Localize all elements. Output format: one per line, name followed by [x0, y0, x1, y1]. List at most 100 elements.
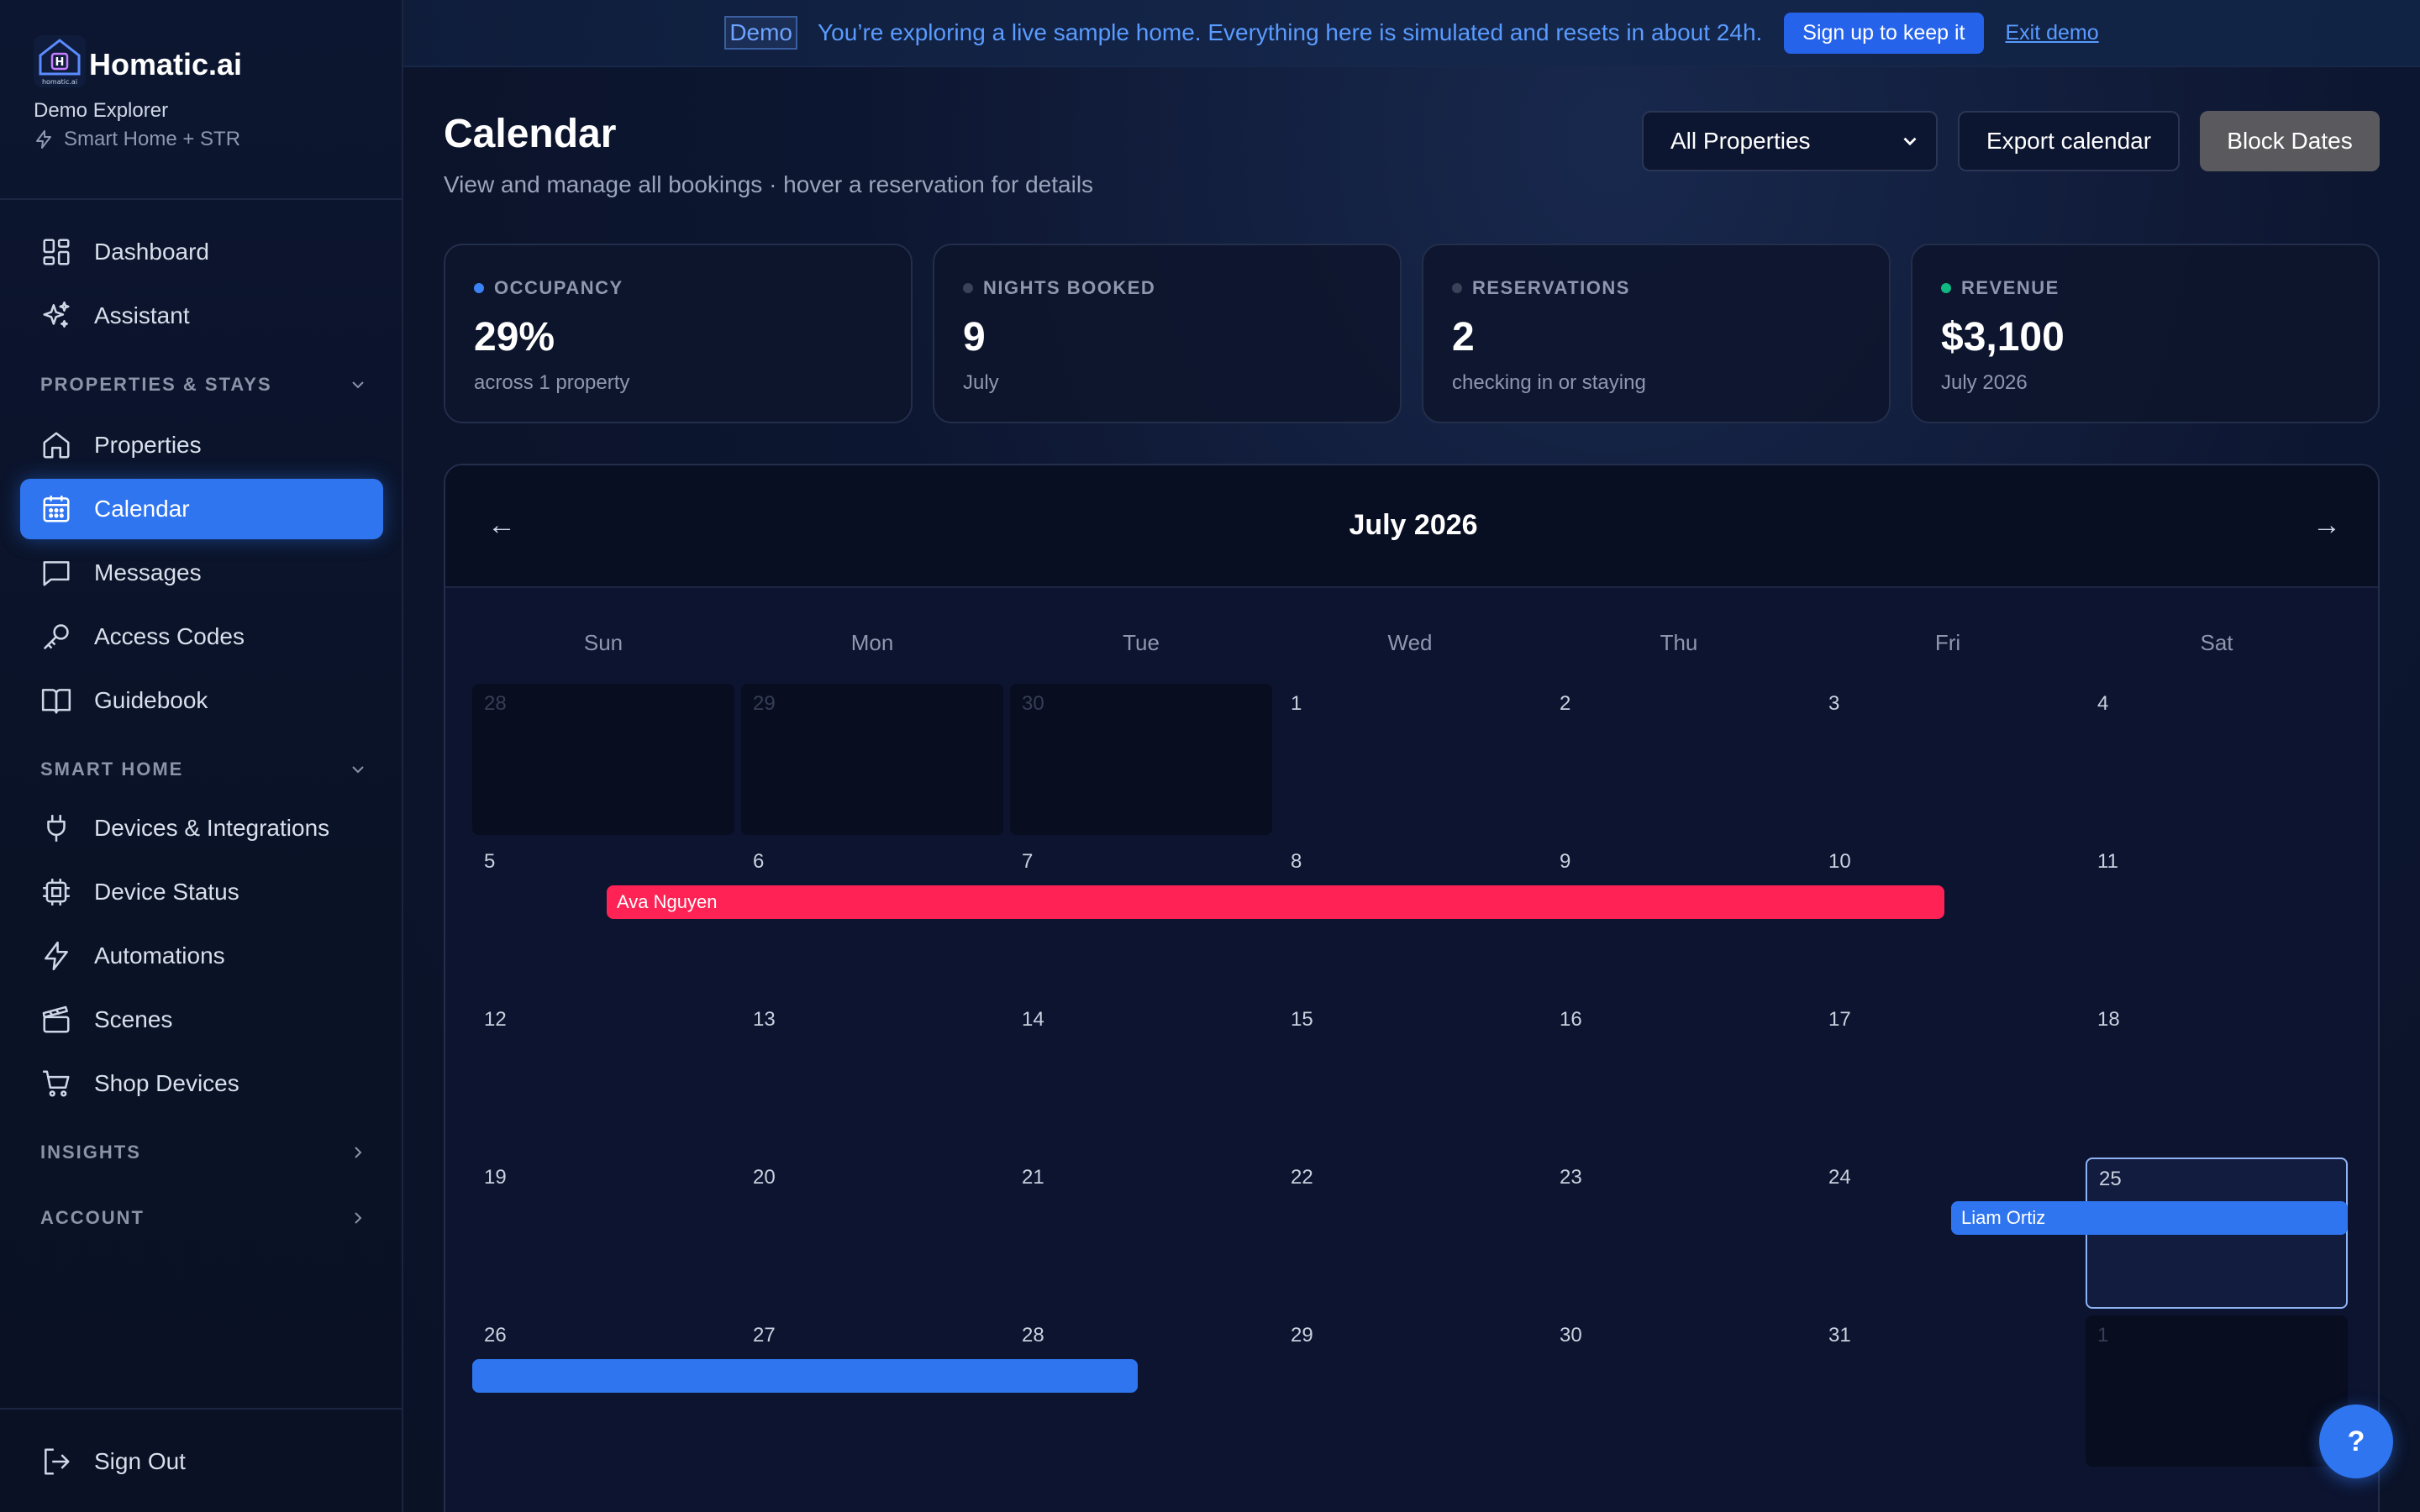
- calendar-day-cell[interactable]: 29: [1279, 1315, 1541, 1467]
- help-button[interactable]: ?: [2319, 1404, 2393, 1478]
- calendar-day-cell[interactable]: 16: [1548, 1000, 1810, 1151]
- day-number: 7: [1022, 850, 1034, 873]
- nav-label: Assistant: [94, 302, 190, 328]
- calendar-day-cell[interactable]: 13: [741, 1000, 1003, 1151]
- section-properties-stays[interactable]: PROPERTIES & STAYS: [40, 368, 368, 402]
- day-number: 8: [1291, 850, 1302, 873]
- weekday-label: Fri: [1934, 630, 1961, 655]
- section-account[interactable]: ACCOUNT: [40, 1201, 368, 1235]
- nav-item-device-status[interactable]: Device Status: [20, 862, 383, 922]
- sign-up-button[interactable]: Sign up to keep it: [1784, 12, 1984, 54]
- next-month-button[interactable]: →: [2312, 509, 2341, 541]
- nav-item-properties[interactable]: Properties: [20, 415, 383, 475]
- chevron-right-icon: [355, 1147, 362, 1158]
- block-dates-button[interactable]: Block Dates: [2200, 111, 2380, 171]
- calendar-day-cell[interactable]: 18: [2086, 1000, 2348, 1151]
- calendar-day-cell[interactable]: 1: [2086, 1315, 2348, 1467]
- calendar-day-cell[interactable]: 3: [1817, 684, 2079, 835]
- stat-label-text: RESERVATIONS: [1472, 277, 1630, 298]
- calendar-panel: ← July 2026 → Sun Mon Tue Wed Thu Fri Sat 28 29 3…: [444, 464, 2380, 1512]
- section-insights[interactable]: INSIGHTS: [40, 1136, 368, 1169]
- calendar-day-cell[interactable]: 4: [2086, 684, 2348, 835]
- stat-value: 29%: [474, 315, 555, 360]
- calendar-day-cell[interactable]: 1: [1279, 684, 1541, 835]
- calendar-day-cell[interactable]: 14: [1010, 1000, 1272, 1151]
- calendar-day-cell[interactable]: 28: [472, 684, 734, 835]
- reservation-bar[interactable]: [472, 1359, 1138, 1393]
- brand-logo: H homatic.ai: [34, 35, 86, 87]
- sparkles-icon: [43, 301, 70, 328]
- month-label: July 2026: [1349, 509, 1478, 541]
- chevron-right-icon: [355, 1212, 362, 1224]
- nav-label: Dashboard: [94, 239, 209, 265]
- chevron-down-icon: [1903, 137, 1917, 146]
- day-number: 29: [1291, 1324, 1313, 1347]
- export-calendar-button[interactable]: Export calendar: [1958, 111, 2180, 171]
- page-title: Calendar: [444, 112, 617, 156]
- calendar-day-cell[interactable]: 30: [1010, 684, 1272, 835]
- demo-banner: Demo You’re exploring a live sample home…: [403, 0, 2420, 67]
- calendar-day-cell[interactable]: 20: [741, 1158, 1003, 1309]
- stat-value: $3,100: [1941, 315, 2065, 360]
- calendar-day-cell[interactable]: 23: [1548, 1158, 1810, 1309]
- day-number: 30: [1022, 692, 1044, 715]
- reservation-bar[interactable]: Liam Ortiz: [1951, 1201, 2348, 1235]
- section-smart-home[interactable]: SMART HOME: [40, 753, 368, 786]
- mode-label: Smart Home + STR: [34, 128, 240, 151]
- sign-out-button[interactable]: Sign Out: [20, 1431, 383, 1492]
- calendar-day-cell[interactable]: 15: [1279, 1000, 1541, 1151]
- nav-item-messages[interactable]: Messages: [20, 543, 383, 603]
- nav-label: Guidebook: [94, 687, 208, 713]
- stat-note: across 1 property: [474, 371, 630, 394]
- prev-month-button[interactable]: ←: [487, 509, 516, 541]
- day-number: 3: [1828, 692, 1840, 715]
- calendar-day-cell[interactable]: 17: [1817, 1000, 2079, 1151]
- brand[interactable]: H homatic.ai Homatic.ai: [34, 35, 242, 87]
- main-content: Calendar View and manage all bookings · …: [403, 67, 2420, 1512]
- calendar-day-cell[interactable]: 30: [1548, 1315, 1810, 1467]
- calendar-day-cell[interactable]: 19: [472, 1158, 734, 1309]
- day-number: 9: [1560, 850, 1571, 873]
- bolt-icon: [36, 130, 51, 149]
- day-number: 20: [753, 1166, 776, 1189]
- calendar-day-cell[interactable]: 12: [472, 1000, 734, 1151]
- stat-card-reservations: RESERVATIONS 2 checking in or staying: [1422, 244, 1891, 423]
- day-number: 28: [1022, 1324, 1044, 1347]
- nav-item-guidebook[interactable]: Guidebook: [20, 670, 383, 731]
- nav-item-calendar[interactable]: Calendar: [20, 479, 383, 539]
- calendar-day-cell[interactable]: 11: [2086, 842, 2348, 993]
- reservation-bar[interactable]: Ava Nguyen: [607, 885, 1944, 919]
- property-filter-select[interactable]: All Properties: [1642, 111, 1938, 171]
- day-number: 6: [753, 850, 765, 873]
- user-label: Demo Explorer: [34, 99, 169, 122]
- nav-item-shop-devices[interactable]: Shop Devices: [20, 1053, 383, 1114]
- calendar-day-cell[interactable]: 29: [741, 684, 1003, 835]
- day-number: 25: [2099, 1168, 2122, 1190]
- nav-item-assistant[interactable]: Assistant: [20, 286, 383, 346]
- nav-item-dashboard[interactable]: Dashboard: [20, 222, 383, 282]
- key-icon: [43, 624, 69, 650]
- nav-item-automations[interactable]: Automations: [20, 926, 383, 986]
- calendar-day-cell[interactable]: 21: [1010, 1158, 1272, 1309]
- stat-label-text: REVENUE: [1961, 277, 2060, 298]
- nav-label: Access Codes: [94, 623, 245, 649]
- home-icon: [43, 432, 70, 459]
- day-number: 4: [2097, 692, 2109, 715]
- calendar-day-cell[interactable]: 31: [1817, 1315, 2079, 1467]
- nav-item-scenes[interactable]: Scenes: [20, 990, 383, 1050]
- banner-text: You’re exploring a live sample home. Eve…: [818, 19, 1763, 45]
- calendar-day-cell[interactable]: 2: [1548, 684, 1810, 835]
- nav-item-devices-integrations[interactable]: Devices & Integrations: [20, 798, 383, 858]
- chip-icon: [43, 879, 70, 906]
- weekday-label: Mon: [850, 630, 894, 655]
- day-number: 22: [1291, 1166, 1313, 1189]
- stat-label: RESERVATIONS: [1452, 277, 1630, 299]
- calendar-day-cell[interactable]: 22: [1279, 1158, 1541, 1309]
- book-icon: [41, 689, 71, 714]
- day-number: 21: [1022, 1166, 1044, 1189]
- nav-item-access-codes[interactable]: Access Codes: [20, 606, 383, 667]
- chevron-down-icon: [352, 381, 364, 389]
- day-number: 12: [484, 1008, 507, 1031]
- exit-demo-link[interactable]: Exit demo: [2005, 20, 2099, 45]
- stat-value: 9: [963, 315, 986, 360]
